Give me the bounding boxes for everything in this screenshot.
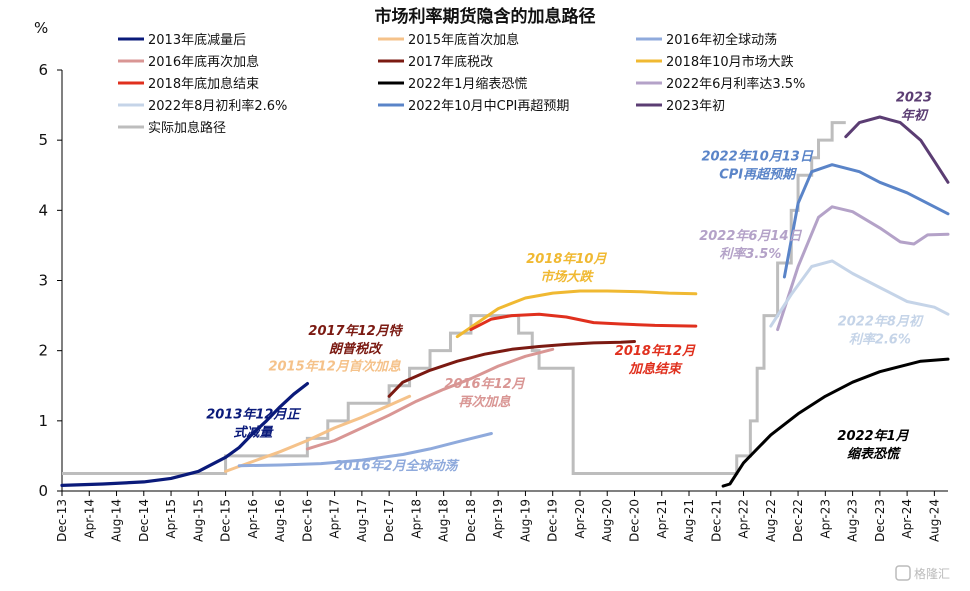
- annotation-label: 朗普税改: [329, 341, 383, 357]
- legend-label: 2022年10月中CPI再超预期: [408, 99, 569, 114]
- x-tick-label: Aug-15: [191, 499, 205, 542]
- annotation-label: 再次加息: [459, 394, 512, 410]
- annotation-label: 缩表恐慌: [847, 446, 902, 462]
- y-tick-label: 6: [38, 61, 48, 79]
- x-tick-label: Aug-21: [682, 499, 696, 542]
- y-tick-label: 1: [38, 412, 48, 430]
- annotation-label: 年初: [901, 108, 929, 124]
- x-tick-label: Dec-16: [300, 499, 314, 542]
- y-axis-unit: %: [34, 19, 48, 37]
- axes: 0 1 2 3 4 5 6 Dec-13 Apr-14 Aug-14 Dec-14 Apr-15 Aug…: [38, 61, 948, 542]
- x-tick-label: Dec-21: [709, 499, 723, 542]
- x-tick-label: Dec-22: [791, 499, 805, 542]
- series-line-8: [776, 205, 950, 332]
- annotation-label: 利率3.5%: [719, 246, 781, 262]
- annotation-label: 式减量: [233, 425, 274, 441]
- annotation-label: 2018年10月: [526, 251, 607, 267]
- x-tick-label: Apr-24: [900, 499, 914, 539]
- series-layer: [60, 115, 950, 488]
- series-line-11: [844, 115, 950, 184]
- x-tick-label: Apr-23: [818, 499, 832, 539]
- legend-label: 2022年8月初利率2.6%: [148, 98, 287, 114]
- watermark: 格隆汇: [895, 565, 950, 581]
- annotation-label: 2022年10月13日: [701, 149, 813, 165]
- x-tick-label: Apr-17: [328, 499, 342, 539]
- x-tick-label: Apr-21: [655, 499, 669, 539]
- legend-label: 2016年初全球动荡: [666, 32, 777, 48]
- annotation-label: 2013年12月正: [206, 407, 301, 423]
- annotation-label: 2022年1月: [837, 428, 909, 444]
- y-tick-label: 4: [38, 201, 48, 219]
- y-tick-label: 3: [38, 272, 48, 290]
- y-tick-label: 0: [38, 482, 48, 500]
- annotation-label: 2016年2月全球动荡: [334, 458, 460, 474]
- annotation-label: 加息结束: [628, 361, 683, 377]
- legend-label: 2013年底减量后: [148, 32, 246, 48]
- x-tick-label: Dec-19: [546, 499, 560, 542]
- x-tick-label: Aug-16: [273, 499, 287, 542]
- legend-label: 2018年10月市场大跌: [666, 54, 794, 70]
- y-tick-label: 2: [38, 342, 48, 360]
- chart-title: 市场利率期货隐含的加息路径: [375, 6, 596, 27]
- x-tick-label: Apr-16: [246, 499, 260, 539]
- series-line-6: [469, 312, 698, 332]
- legend-label: 2015年底首次加息: [408, 32, 519, 48]
- x-tick-label: Aug-14: [110, 499, 124, 542]
- x-tick-label: Apr-19: [491, 499, 505, 539]
- series-line-0: [60, 382, 309, 487]
- series-line-4: [387, 340, 636, 398]
- x-tick-label: Dec-14: [137, 499, 151, 542]
- legend-label: 2016年底再次加息: [148, 54, 259, 70]
- series-line-5: [455, 289, 698, 339]
- x-tick-label: Apr-22: [737, 499, 751, 539]
- x-tick-label: Apr-20: [573, 499, 587, 539]
- series-line-7: [721, 357, 950, 488]
- x-tick-label: Dec-18: [464, 499, 478, 542]
- annotation-label: CPI再超预期: [719, 167, 797, 183]
- x-tick-label: Dec-20: [627, 499, 641, 542]
- y-tick-label: 5: [38, 131, 48, 149]
- annotation-label: 2022年8月初: [838, 313, 924, 329]
- watermark-text: 格隆汇: [914, 566, 950, 581]
- x-tick-label: Apr-15: [164, 499, 178, 539]
- x-tick-label: Dec-17: [382, 499, 396, 542]
- annotation-label: 市场大跌: [540, 269, 594, 285]
- annotation-label: 2015年12月首次加息: [268, 358, 401, 374]
- annotation-label: 2023: [896, 91, 932, 106]
- legend-label: 2018年底加息结束: [148, 76, 259, 92]
- series-line-10: [782, 163, 950, 279]
- x-tick-label: Dec-23: [873, 499, 887, 542]
- annotation-label: 2017年12月特: [308, 323, 403, 339]
- legend-label: 2022年6月利率达3.5%: [666, 76, 805, 92]
- watermark-logo-icon: [895, 565, 911, 581]
- series-line-2: [237, 432, 493, 468]
- legend: 2013年底减量后 2015年底首次加息 2016年初全球动荡 2016年底再次加息 2…: [118, 32, 805, 136]
- legend-label: 2017年底税改: [408, 54, 493, 70]
- x-tick-label: Aug-20: [600, 499, 614, 542]
- x-tick-label: Aug-17: [355, 499, 369, 542]
- x-tick-label: Aug-19: [518, 499, 532, 542]
- x-tick-label: Dec-15: [219, 499, 233, 542]
- annotation-label: 2018年12月: [615, 343, 696, 359]
- series-line-9: [769, 259, 950, 328]
- legend-label: 2023年初: [666, 99, 725, 114]
- x-tick-label: Apr-14: [82, 499, 96, 539]
- annotation-label: 2022年6月14日: [699, 228, 802, 244]
- x-tick-label: Aug-22: [764, 499, 778, 542]
- x-tick-label: Aug-23: [846, 499, 860, 542]
- series-line-3: [305, 347, 555, 451]
- legend-label: 2022年1月缩表恐慌: [408, 76, 527, 92]
- x-tick-label: Dec-13: [55, 499, 69, 542]
- annotation-label: 利率2.6%: [849, 331, 911, 347]
- legend-label: 实际加息路径: [148, 120, 226, 136]
- x-tick-label: Aug-24: [927, 499, 941, 542]
- x-tick-label: Apr-18: [409, 499, 423, 539]
- x-tick-label: Aug-18: [437, 499, 451, 542]
- annotation-label: 2016年12月: [444, 376, 525, 392]
